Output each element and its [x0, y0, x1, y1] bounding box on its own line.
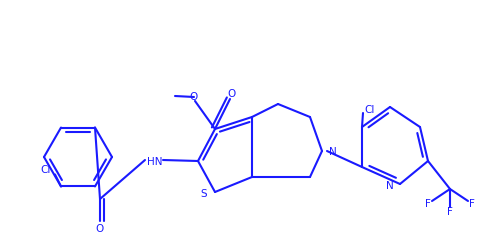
Text: O: O — [228, 89, 236, 99]
Text: O: O — [96, 223, 104, 233]
Text: F: F — [447, 206, 453, 216]
Text: Cl: Cl — [41, 165, 51, 175]
Text: N: N — [329, 146, 337, 156]
Text: N: N — [386, 180, 394, 190]
Text: S: S — [200, 188, 207, 198]
Text: F: F — [425, 198, 431, 208]
Text: O: O — [189, 92, 197, 102]
Text: F: F — [469, 198, 475, 208]
Text: Cl: Cl — [365, 104, 375, 115]
Text: HN: HN — [147, 156, 163, 166]
